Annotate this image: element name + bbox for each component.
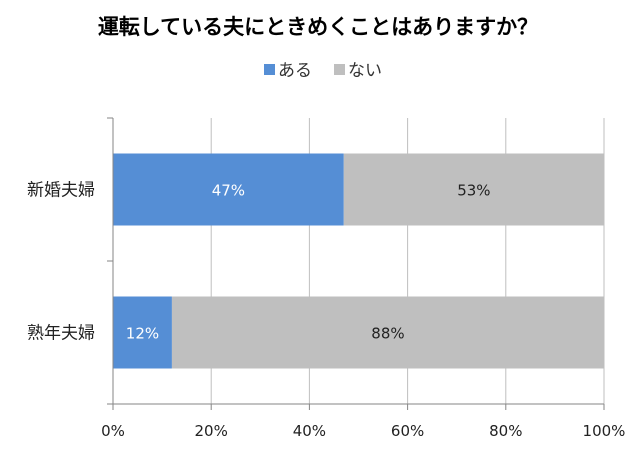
legend-swatch-1 xyxy=(264,64,275,75)
bar-1-series-2 xyxy=(343,153,604,226)
data-label-2-series-1: 12% xyxy=(126,325,159,343)
bar-2-series-1 xyxy=(113,296,172,369)
x-tick-label-20: 20% xyxy=(195,422,228,440)
legend-label-1: ある xyxy=(278,61,312,81)
axes: 0% 20% 40% 60% 80% 100% xyxy=(101,117,626,440)
data-label-1-series-2: 53% xyxy=(457,182,490,200)
x-tick-label-60: 60% xyxy=(391,422,424,440)
legend-label-2: ない xyxy=(348,61,382,81)
data-label-1-series-1: 47% xyxy=(212,182,245,200)
data-label-2-series-2: 88% xyxy=(371,325,404,343)
x-tick-label-40: 40% xyxy=(293,422,326,440)
legend: ある ない xyxy=(264,61,382,81)
chart-title: 運転している夫にときめくことはありますか？ xyxy=(98,15,538,39)
x-tick-label-0: 0% xyxy=(101,422,125,440)
category-label-1: 新婚夫婦 xyxy=(27,181,95,201)
bar-2-series-2 xyxy=(171,296,605,369)
legend-swatch-2 xyxy=(334,64,345,75)
labels: 47% 53% 新婚夫婦 12% 88% 熟年夫婦 xyxy=(27,181,491,344)
bar-1-series-1 xyxy=(113,153,344,226)
x-tick-label-80: 80% xyxy=(489,422,522,440)
bars xyxy=(113,153,605,369)
x-tick-label-100: 100% xyxy=(583,422,626,440)
category-label-2: 熟年夫婦 xyxy=(27,323,95,344)
